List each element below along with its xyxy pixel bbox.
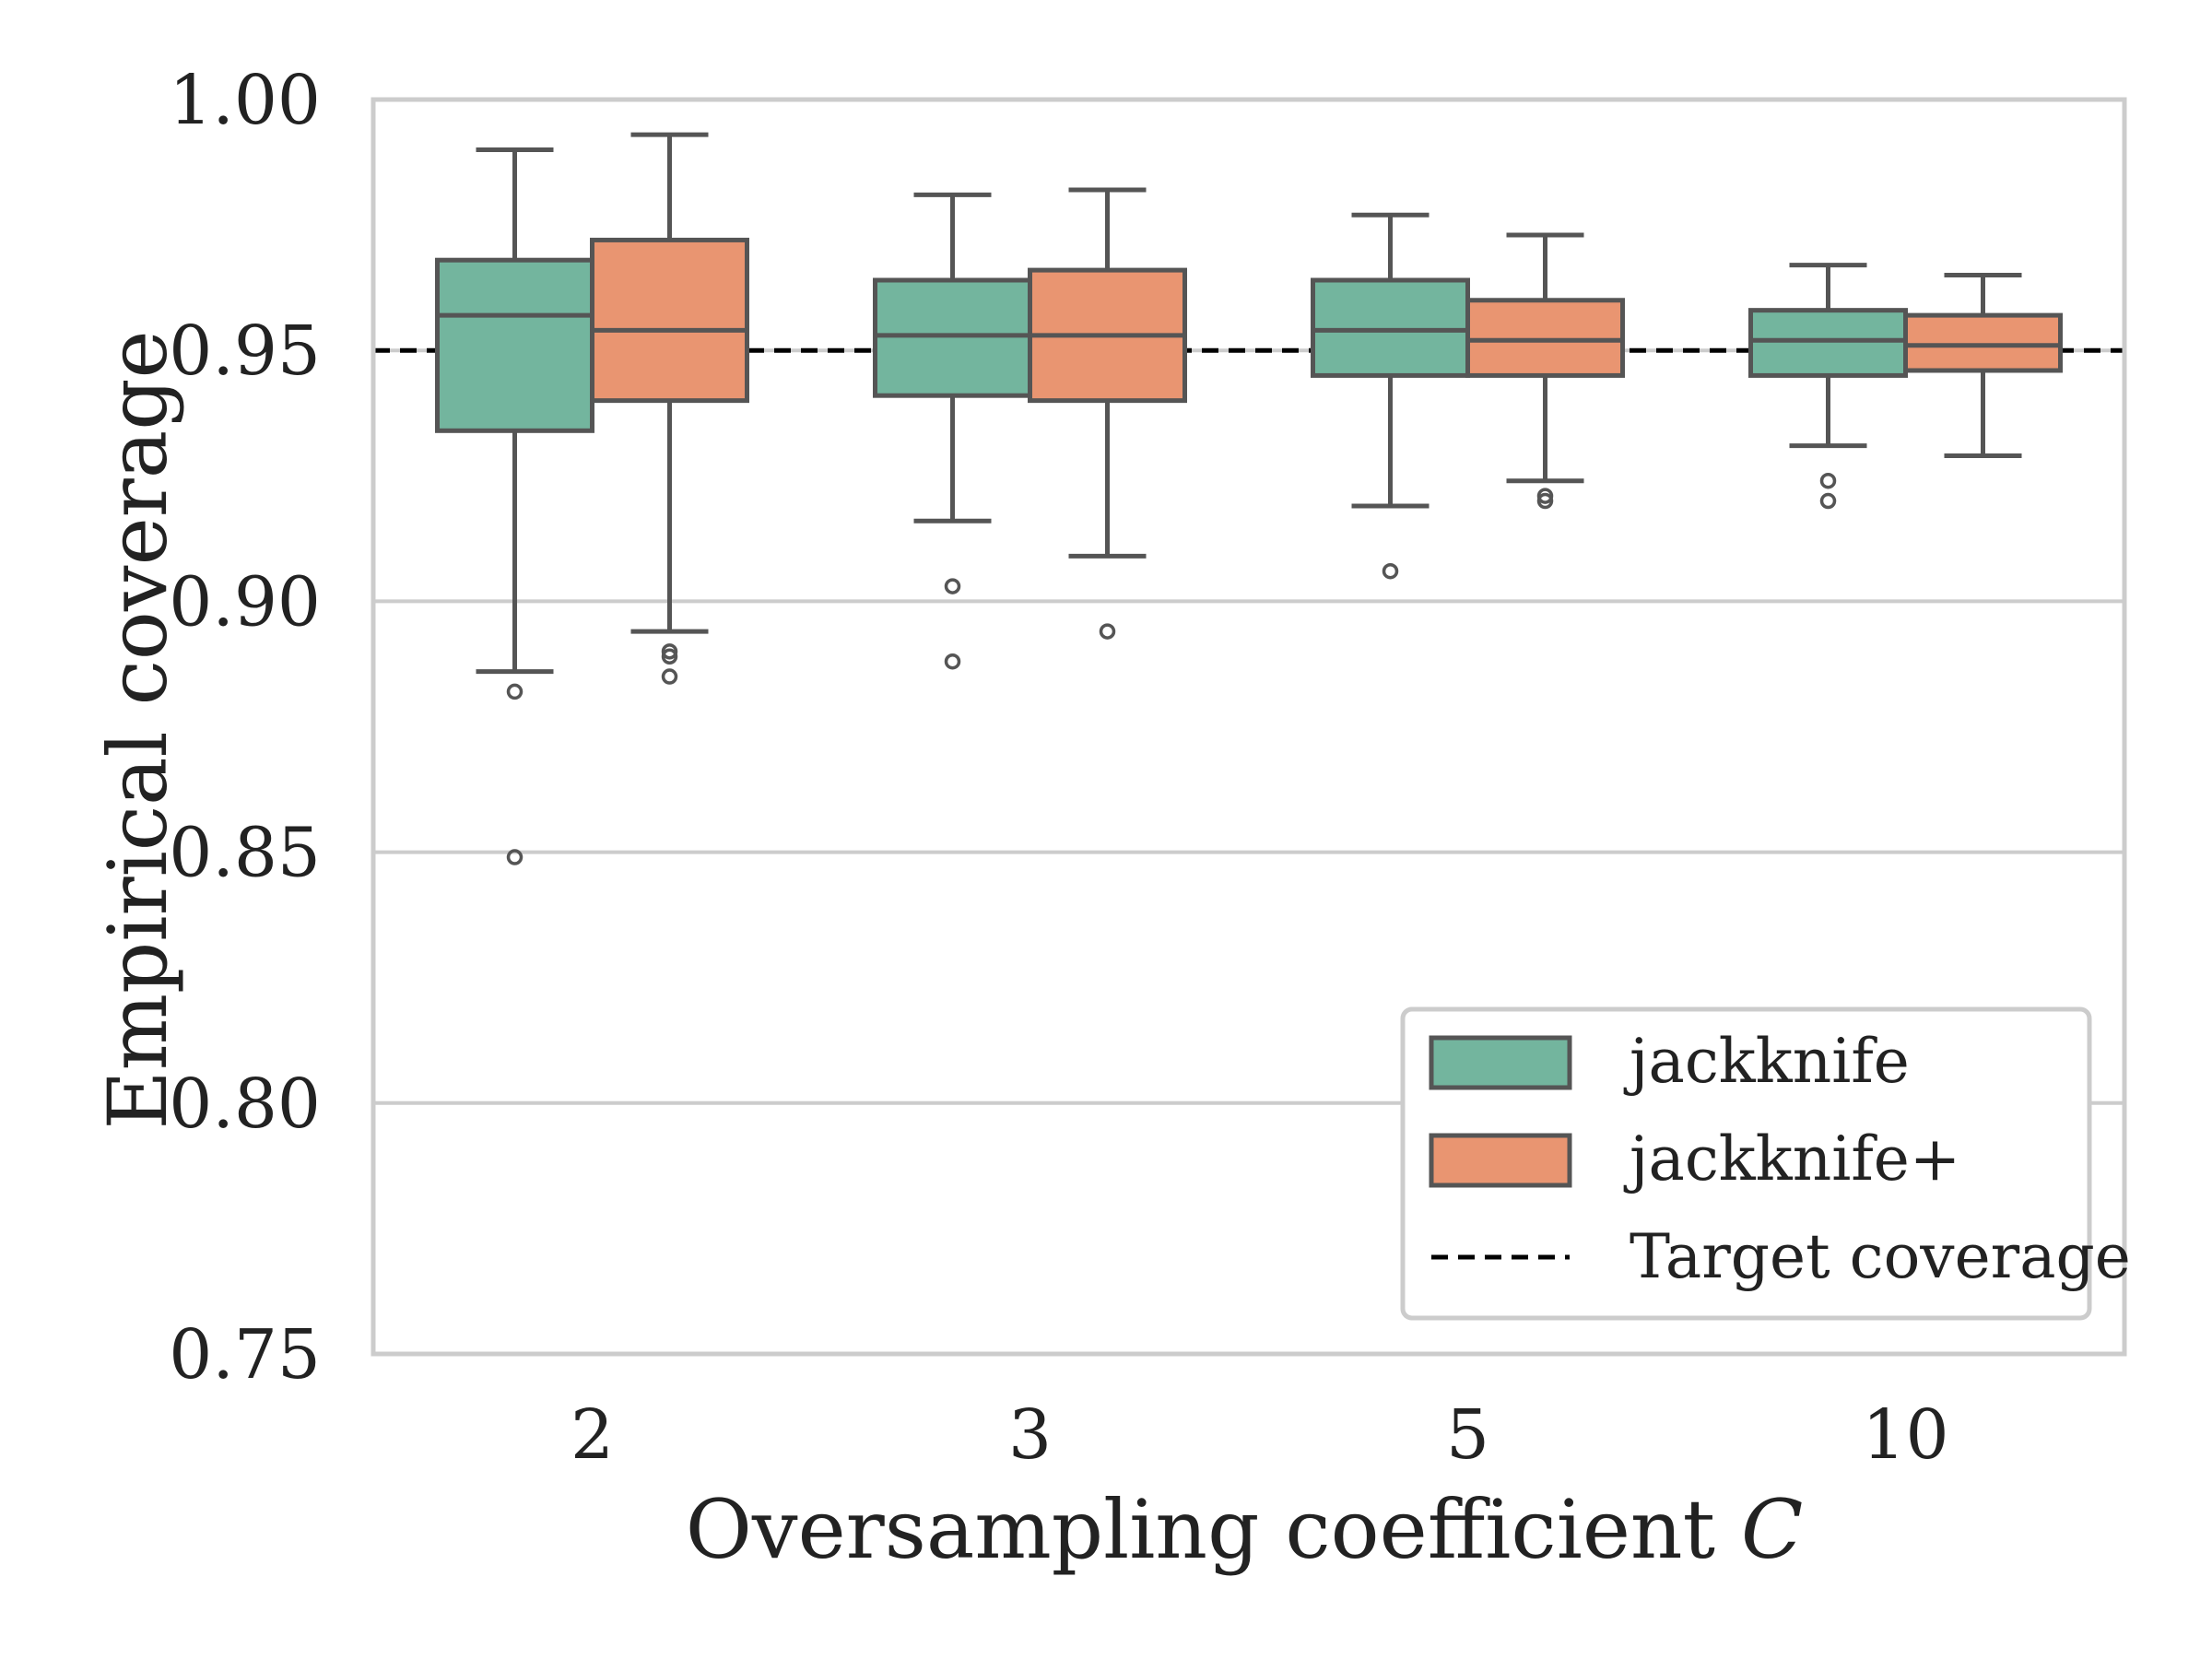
outlier-point [1536, 492, 1554, 510]
box-jackknife+-10 [1903, 273, 2063, 459]
legend: jackknife jackknife+ Target coverage [1400, 1006, 2131, 1321]
x-tick-label: 2 [571, 1395, 614, 1475]
box-body [1465, 298, 1625, 378]
box-body [1748, 308, 1908, 378]
legend-label-jackknife-plus: jackknife+ [1623, 1124, 1960, 1194]
box-jackknife-10 [1748, 263, 1908, 510]
outlier-point [1819, 492, 1837, 510]
outlier-point [661, 648, 678, 665]
y-tick-label: 0.95 [169, 312, 321, 391]
box-body [1903, 312, 2063, 373]
box-jackknife-2 [435, 147, 594, 865]
x-tick-labels: 2 3 5 10 [571, 1395, 1949, 1475]
outlier-point [506, 849, 524, 865]
box-jackknife+-3 [1028, 187, 1187, 640]
x-tick-label: 10 [1862, 1395, 1948, 1475]
y-tick-labels: 0.75 0.80 0.85 0.90 0.95 1.00 [169, 61, 321, 1394]
legend-label-jackknife: jackknife [1623, 1026, 1910, 1097]
box-jackknife+-2 [590, 132, 749, 685]
y-tick-label: 0.85 [169, 814, 321, 893]
legend-frame [1400, 1006, 2092, 1321]
legend-swatch-jackknife [1429, 1035, 1572, 1090]
outlier-point [1536, 488, 1554, 504]
outlier-point [1099, 623, 1116, 640]
outlier-point [661, 668, 678, 685]
x-axis-title-text: Oversampling coefficient [686, 1482, 1715, 1577]
y-tick-label: 1.00 [169, 61, 321, 140]
y-tick-label: 0.75 [169, 1315, 321, 1394]
outlier-point [1382, 562, 1399, 580]
y-tick-label: 0.80 [169, 1065, 321, 1144]
legend-label-target: Target coverage [1630, 1221, 2131, 1292]
x-axis-title: Oversampling coefficient C [686, 1482, 1804, 1577]
outlier-point [944, 578, 961, 594]
box-body [873, 277, 1032, 398]
legend-swatch-jackknife-plus [1429, 1133, 1572, 1188]
x-tick-label: 5 [1446, 1395, 1489, 1475]
y-axis-title: Empirical coverage [90, 330, 185, 1129]
boxes-layer [435, 132, 2063, 865]
outlier-point [661, 643, 678, 660]
x-axis-symbol: C [1741, 1482, 1803, 1577]
box-body [435, 257, 594, 433]
x-tick-label: 3 [1008, 1395, 1052, 1475]
outlier-point [944, 653, 961, 670]
box-body [1311, 277, 1470, 378]
box-body [590, 237, 749, 404]
plot-frame [371, 97, 2127, 1357]
outlier-point [506, 683, 524, 700]
box-jackknife+-5 [1465, 232, 1625, 510]
outlier-point [1819, 472, 1837, 489]
y-tick-label: 0.90 [169, 562, 321, 641]
